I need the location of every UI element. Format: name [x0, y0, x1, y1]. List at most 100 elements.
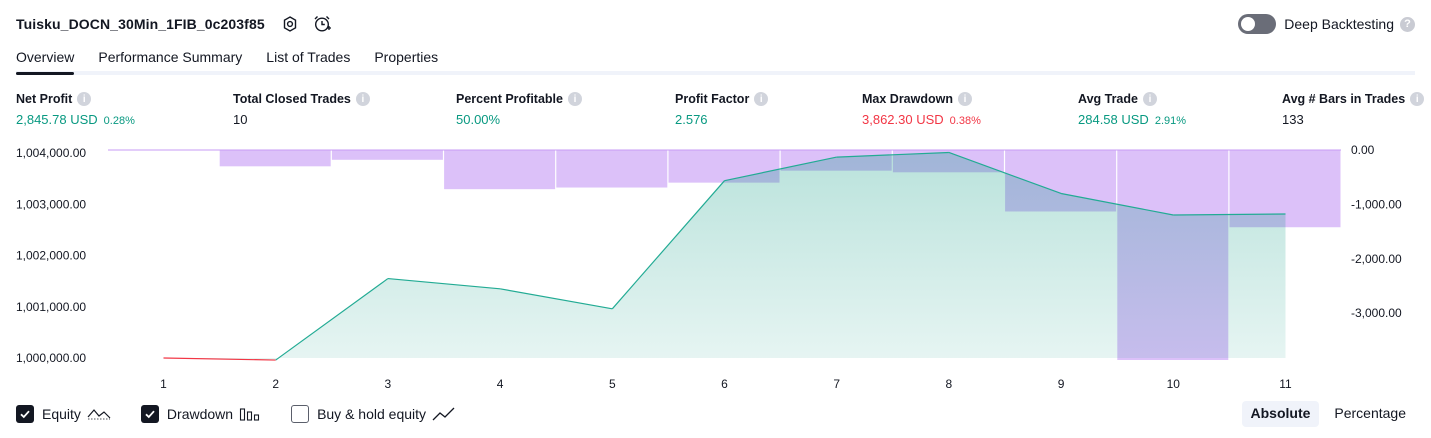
metric-label: Percent Profitable [456, 92, 563, 106]
total-closed-trades-value: 10 [233, 112, 248, 127]
percent-profitable-value: 50.00% [456, 112, 501, 127]
net-profit-percent: 0.28% [103, 115, 135, 127]
equity-line-segment [611, 180, 725, 310]
metric-max-drawdown: Max Drawdown i 3,862.30 USD 0.38% [862, 92, 981, 127]
absolute-button[interactable]: Absolute [1241, 401, 1320, 427]
avg-trade-value: 284.58 USD [1078, 112, 1149, 127]
legend-label: Equity [42, 406, 81, 422]
left-axis-tick: 1,000,000.00 [16, 351, 86, 365]
chart-legend: Equity Drawdown Buy & hold equity [16, 403, 486, 425]
info-icon[interactable]: i [567, 92, 582, 106]
right-axis-tick: -1,000.00 [1351, 197, 1402, 211]
equity-series [163, 151, 1286, 361]
legend-buy-hold[interactable]: Buy & hold equity [291, 405, 456, 423]
metric-label: Avg Trade [1078, 92, 1138, 106]
x-axis-tick: 11 [1279, 377, 1292, 391]
legend-drawdown[interactable]: Drawdown [140, 405, 261, 423]
max-drawdown-value: 3,862.30 USD [862, 112, 944, 127]
chart-axes: 1,004,000.00 1,003,000.00 1,002,000.00 1,00… [16, 143, 1402, 391]
buy-hold-line-icon [432, 406, 456, 422]
metric-label: Total Closed Trades [233, 92, 351, 106]
net-profit-value: 2,845.78 USD [16, 112, 98, 127]
metric-total-closed-trades: Total Closed Trades i 10 [233, 92, 370, 127]
drawdown-bar [444, 150, 556, 190]
equity-line-icon [87, 406, 111, 422]
equity-line-segment [499, 288, 613, 310]
tab-properties[interactable]: Properties [374, 49, 439, 65]
metrics-row: Net Profit i 2,845.78 USD 0.28% Total Clos… [0, 92, 1431, 132]
x-axis-tick: 4 [497, 377, 504, 391]
tab-overview[interactable]: Overview [16, 44, 75, 75]
equity-line-segment [724, 156, 837, 182]
drawdown-bars-icon [239, 406, 261, 422]
tab-list-of-trades[interactable]: List of Trades [266, 49, 351, 65]
left-axis-tick: 1,002,000.00 [16, 249, 86, 263]
info-icon[interactable]: i [355, 92, 370, 106]
drawdown-bar [219, 150, 331, 167]
report-tabs: Overview Performance Summary List of Tra… [16, 44, 1415, 75]
help-icon[interactable]: ? [1400, 16, 1415, 32]
metric-profit-factor: Profit Factor i 2.576 [675, 92, 769, 127]
info-icon[interactable]: i [77, 92, 92, 106]
right-axis-tick: 0.00 [1351, 143, 1375, 157]
max-drawdown-percent: 0.38% [949, 115, 981, 127]
metric-net-profit: Net Profit i 2,845.78 USD 0.28% [16, 92, 135, 127]
right-axis-tick: -2,000.00 [1351, 252, 1402, 266]
left-axis-tick: 1,004,000.00 [16, 146, 86, 160]
equity-line-segment [836, 151, 949, 158]
left-axis-tick: 1,003,000.00 [16, 197, 86, 211]
equity-line-segment [163, 357, 276, 361]
profit-factor-value: 2.576 [675, 112, 708, 127]
metric-label: Net Profit [16, 92, 73, 106]
drawdown-bar [556, 150, 668, 188]
avg-trade-percent: 2.91% [1154, 115, 1187, 127]
info-icon[interactable]: i [1142, 92, 1157, 106]
right-axis-tick: -3,000.00 [1351, 306, 1402, 320]
x-axis-tick: 10 [1167, 377, 1181, 391]
x-axis-tick: 5 [609, 377, 616, 391]
buy-hold-checkbox[interactable] [291, 405, 310, 423]
percentage-button[interactable]: Percentage [1334, 405, 1406, 421]
metric-percent-profitable: Percent Profitable i 50.00% [456, 92, 582, 127]
legend-label: Buy & hold equity [317, 406, 427, 422]
legend-label: Drawdown [166, 406, 234, 422]
toggle-knob [1241, 17, 1256, 31]
strategy-name: Tuisku_DOCN_30Min_1FIB_0c203f85 [16, 16, 265, 32]
metric-avg-bars: Avg # Bars in Trades i 133 [1282, 92, 1425, 127]
equity-line-segment [948, 151, 1062, 195]
equity-line-segment [1060, 192, 1174, 216]
metric-label: Profit Factor [675, 92, 750, 106]
x-axis-tick: 7 [833, 377, 840, 391]
add-alert-clock-icon[interactable] [311, 13, 333, 35]
equity-line-segment [387, 277, 501, 290]
strategy-header: Tuisku_DOCN_30Min_1FIB_0c203f85 [16, 12, 333, 36]
info-icon[interactable]: i [754, 92, 769, 106]
settings-gear-icon[interactable] [279, 13, 301, 35]
avg-bars-value: 133 [1282, 112, 1304, 127]
deep-backtesting-label: Deep Backtesting [1284, 16, 1394, 32]
info-icon[interactable]: i [958, 92, 972, 106]
x-axis-tick: 3 [385, 377, 392, 391]
x-axis-tick: 1 [160, 377, 167, 391]
x-axis-tick: 6 [721, 377, 728, 391]
metric-avg-trade: Avg Trade i 284.58 USD 2.91% [1078, 92, 1186, 127]
x-axis-tick: 2 [272, 377, 279, 391]
x-axis-tick: 9 [1058, 377, 1065, 391]
deep-backtesting-toggle[interactable] [1238, 14, 1277, 34]
drawdown-bar [331, 150, 443, 160]
metric-label: Avg # Bars in Trades [1282, 92, 1406, 106]
drawdown-checkbox[interactable] [140, 405, 159, 423]
info-icon[interactable]: i [1410, 92, 1425, 106]
equity-line-segment [275, 278, 389, 361]
metric-label: Max Drawdown [862, 92, 953, 106]
equity-line-segment [1173, 213, 1286, 216]
left-axis-tick: 1,001,000.00 [16, 300, 86, 314]
display-mode-switch: Absolute Percentage [1236, 401, 1416, 427]
legend-equity[interactable]: Equity [16, 405, 111, 423]
tab-performance-summary[interactable]: Performance Summary [98, 49, 243, 65]
equity-checkbox[interactable] [16, 405, 34, 423]
equity-drawdown-chart[interactable]: 1,004,000.00 1,003,000.00 1,002,000.00 1,00… [0, 140, 1431, 395]
deep-backtesting: Deep Backtesting ? [1238, 12, 1415, 36]
equity-area [163, 152, 1286, 361]
x-axis-tick: 8 [946, 377, 953, 391]
